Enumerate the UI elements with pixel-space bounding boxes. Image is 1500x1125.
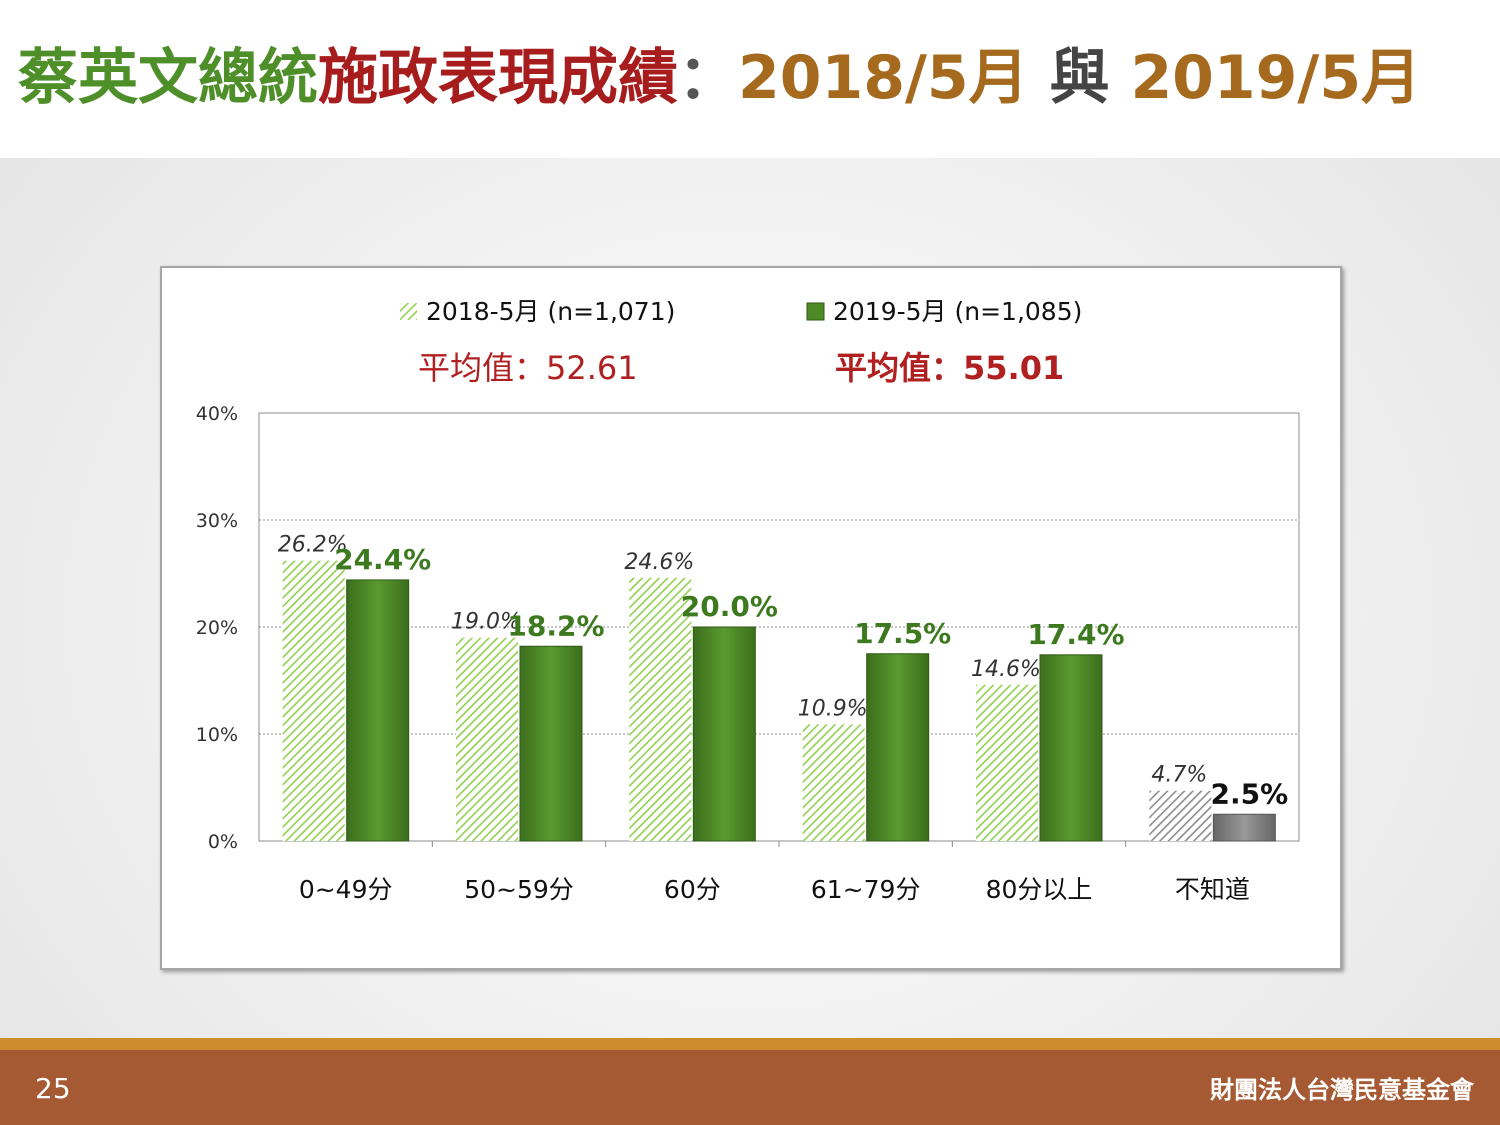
bar-2018 [976, 684, 1038, 841]
footer-bar: 25 財團法人台灣民意基金會 [0, 1050, 1500, 1125]
y-tick-label: 10% [196, 724, 238, 746]
title-part-1: 蔡英文總統 [18, 43, 318, 113]
y-tick-label: 20% [196, 617, 238, 639]
data-label-2018: 10.9% [798, 696, 868, 721]
data-label-2019: 2.5% [1211, 777, 1289, 810]
footer-stripe [0, 1038, 1500, 1050]
legend-label-2018: 2018-5月 (n=1,071) [426, 297, 675, 326]
x-category-label: 61~79分 [811, 875, 921, 904]
data-label-2019: 24.4% [334, 543, 431, 576]
bar-2018 [1149, 790, 1212, 841]
x-category-label: 不知道 [1175, 875, 1250, 904]
y-tick-label: 0% [208, 831, 238, 853]
bar-2019 [519, 645, 583, 842]
average-2018: 平均值：52.61 [418, 349, 638, 387]
bar-2018 [629, 577, 692, 841]
data-label-2019: 18.2% [507, 609, 604, 642]
bar-2019 [866, 653, 930, 842]
data-label-2018: 4.7% [1151, 763, 1207, 788]
bar-2019 [346, 579, 410, 842]
title-bar: 蔡英文總統施政表現成績：2018/5月 與 2019/5月 [0, 0, 1500, 158]
data-label-2018: 24.6% [624, 550, 694, 575]
data-label-2019: 17.4% [1027, 618, 1124, 651]
title-part-4: 與 [1049, 43, 1110, 113]
y-tick-label: 40% [196, 403, 238, 425]
x-category-label: 80分以上 [986, 875, 1093, 904]
data-label-2018: 14.6% [971, 657, 1041, 682]
organization-name: 財團法人台灣民意基金會 [1210, 1076, 1474, 1104]
x-category-label: 0~49分 [299, 875, 393, 904]
page-title: 蔡英文總統施政表現成績：2018/5月 與 2019/5月 [18, 48, 1421, 108]
chart-frame: 0% 10% 20% 30% 40% 26.2% 24.4% 0~49分 19.0% 18.2% 5… [160, 266, 1342, 970]
legend-swatch-2019 [806, 302, 825, 321]
legend-label-2019: 2019-5月 (n=1,085) [833, 297, 1082, 326]
page-number: 25 [35, 1072, 71, 1105]
title-colon: ： [678, 43, 738, 113]
legend-swatch-2018 [400, 303, 417, 320]
bar-2018 [282, 560, 345, 841]
x-category-label: 60分 [664, 875, 721, 904]
x-category-label: 50~59分 [464, 875, 574, 904]
data-label-2018: 26.2% [278, 533, 348, 558]
average-2019: 平均值：55.01 [835, 349, 1064, 387]
data-label-2018: 19.0% [451, 610, 521, 635]
bar-chart: 0% 10% 20% 30% 40% 26.2%24.4% 0~49分 19.0%18.2% 5… [196, 297, 1300, 904]
title-part-2: 施政表現成績 [318, 43, 678, 113]
data-label-2019: 20.0% [681, 590, 778, 623]
bar-2019 [1212, 813, 1276, 842]
bar-2019 [1039, 654, 1103, 842]
bar-2018 [456, 637, 518, 841]
bar-2019 [692, 626, 756, 842]
title-part-3: 2018/5月 [738, 43, 1029, 113]
bar-2018 [802, 724, 865, 841]
title-part-5: 2019/5月 [1130, 43, 1422, 113]
data-label-2019: 17.5% [854, 617, 951, 650]
y-tick-label: 30% [196, 510, 238, 532]
